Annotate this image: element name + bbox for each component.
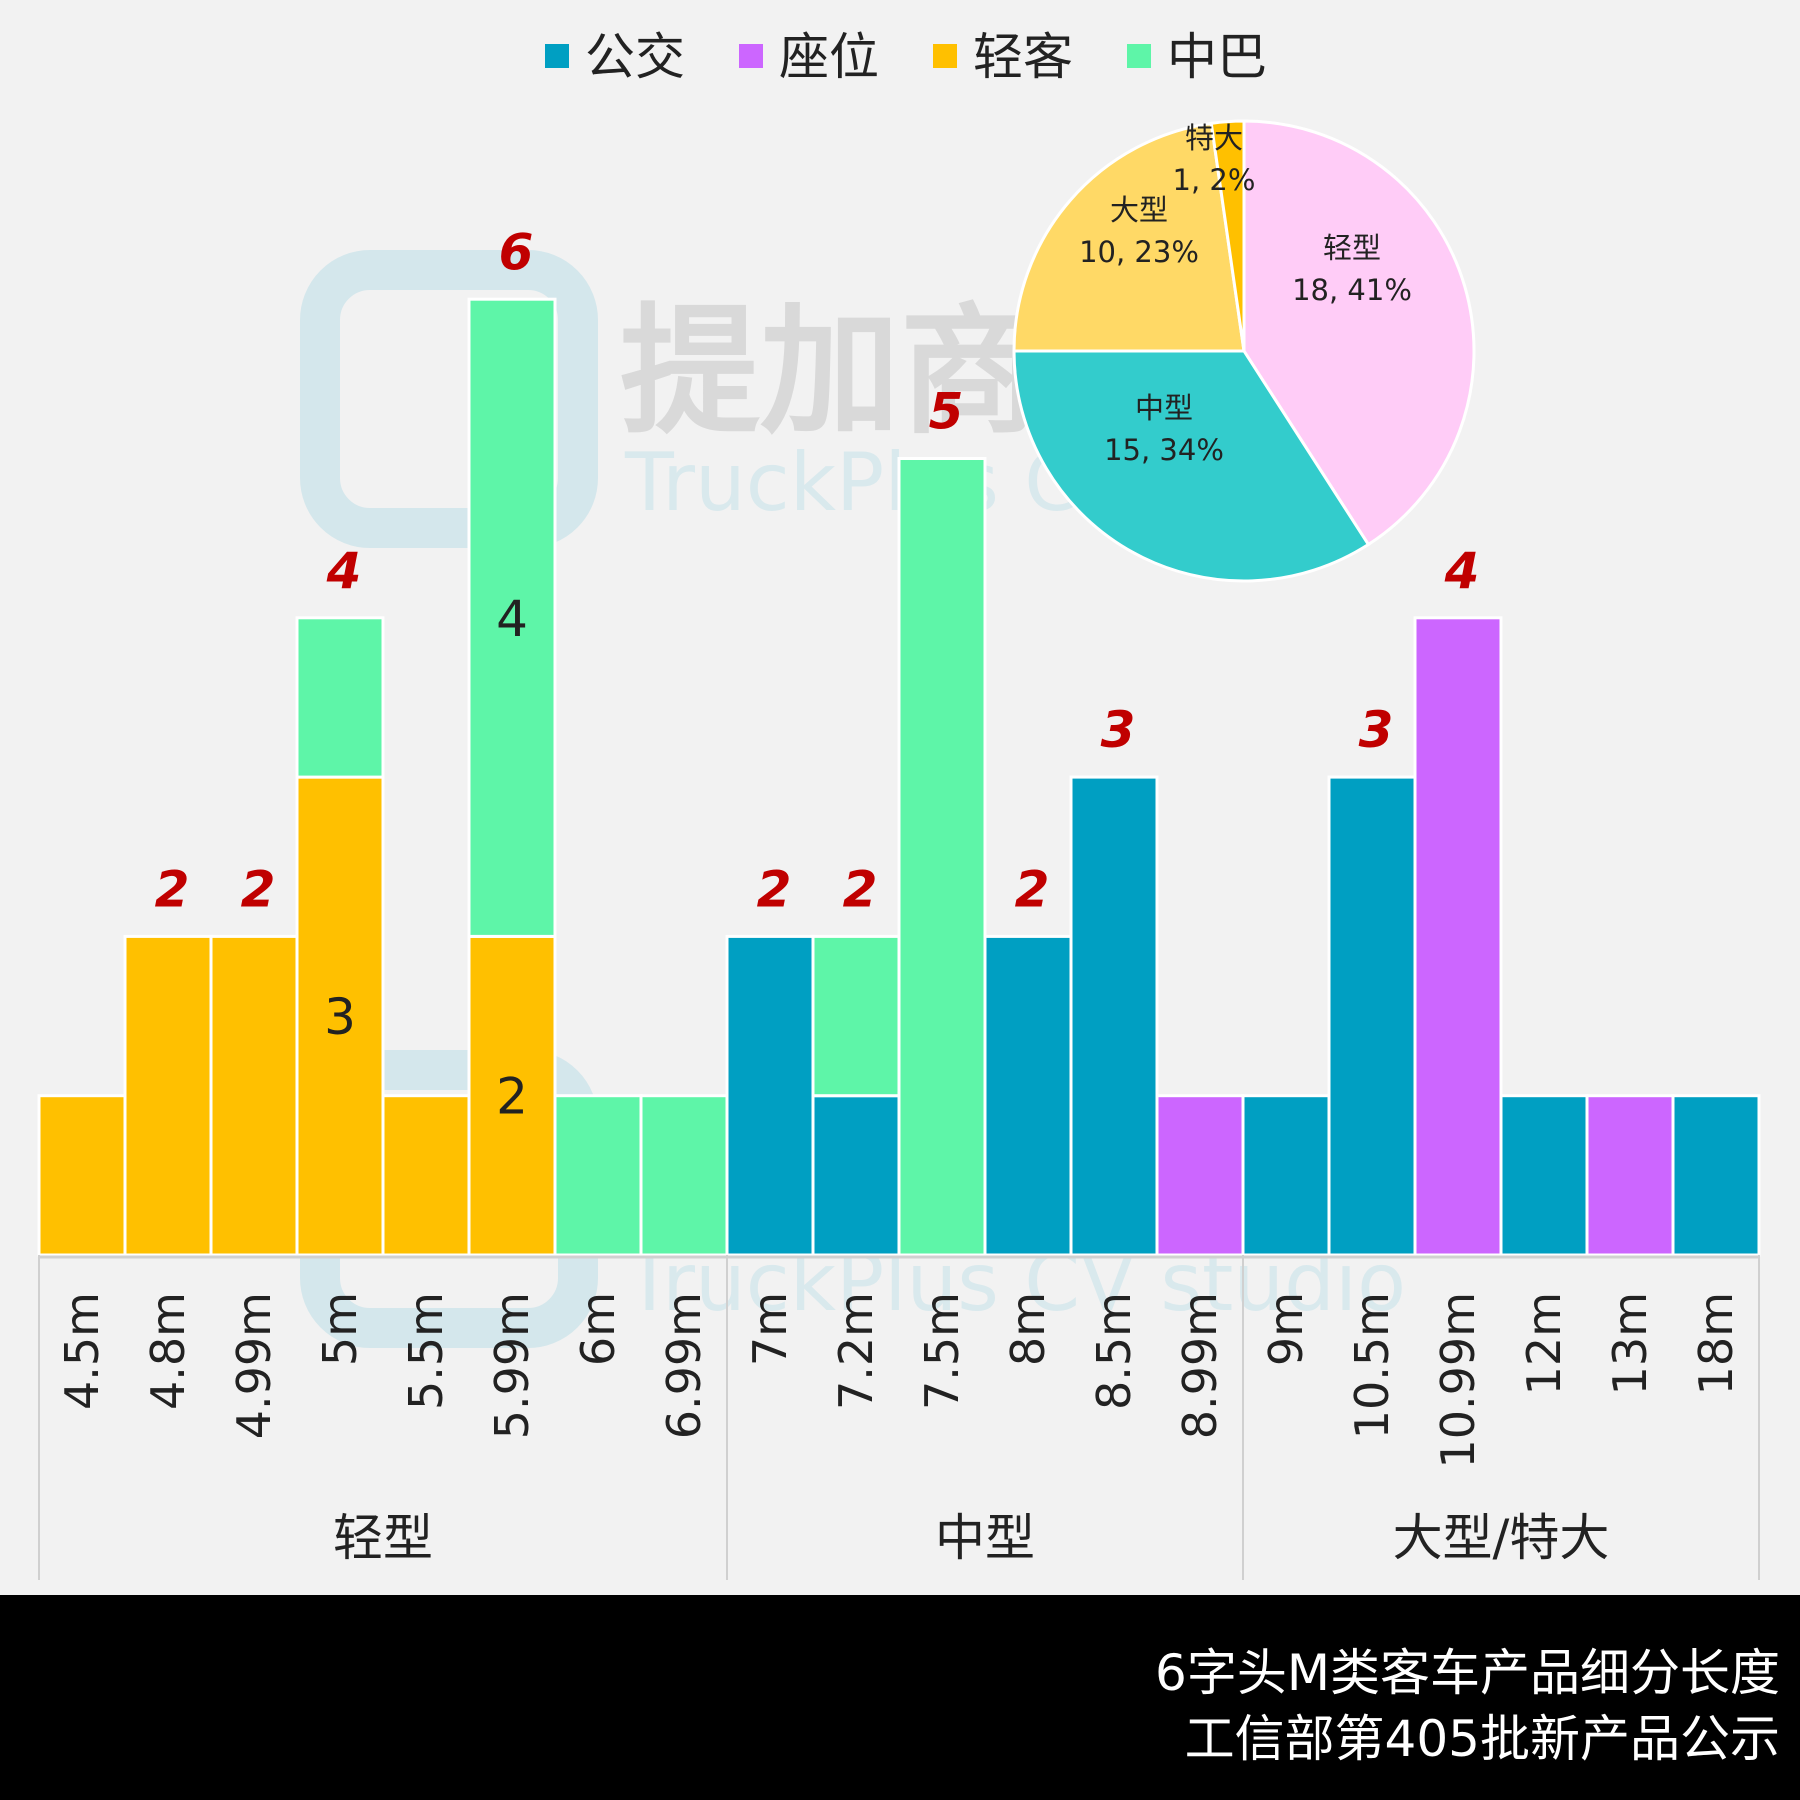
- bar-segment-4.8m-轻客: [123, 934, 213, 1257]
- legend-label: 座位: [779, 28, 879, 86]
- bar-segment-10.5m-公交: [1327, 775, 1417, 1257]
- group-label: 中型: [935, 1509, 1035, 1567]
- pie-slice-大型: [1012, 121, 1246, 353]
- x-tick-label: 4.99m: [227, 1292, 281, 1439]
- bar-segment-7.2m-公交: [811, 1094, 901, 1257]
- x-tick-label: 10.5m: [1345, 1292, 1399, 1439]
- footer-banner: 6字头M类客车产品细分长度 工信部第405批新产品公示: [0, 1595, 1800, 1800]
- chart-title: 6字头M类客车产品细分长度: [1155, 1644, 1780, 1702]
- pie-label-name: 轻型: [1323, 231, 1381, 265]
- x-tick-label: 5m: [313, 1292, 367, 1366]
- bar-segment-9m-公交: [1241, 1094, 1331, 1257]
- bar-segment-7m-公交: [725, 934, 815, 1257]
- bar-segment-7.2m-中巴: [811, 934, 901, 1098]
- segment-label: 2: [496, 1068, 528, 1126]
- pie-label-value: 10, 23%: [1079, 235, 1199, 269]
- pie-label-value: 15, 34%: [1104, 433, 1224, 467]
- x-tick-label: 10.99m: [1431, 1292, 1485, 1469]
- bar-segment-5m-轻客: [295, 775, 385, 1257]
- bar-segment-12m-公交: [1499, 1094, 1589, 1257]
- segment-label: 3: [324, 988, 356, 1046]
- total-label: 4: [326, 542, 362, 600]
- x-tick-label: 6m: [571, 1292, 625, 1366]
- x-tick-label: 7.2m: [829, 1292, 883, 1410]
- group-label: 大型/特大: [1393, 1509, 1610, 1567]
- x-tick-label: 7.5m: [915, 1292, 969, 1410]
- total-label: 3: [1359, 701, 1394, 759]
- total-label: 2: [843, 860, 878, 918]
- x-tick-label: 8.99m: [1173, 1292, 1227, 1439]
- legend-swatch-轻客: [933, 44, 957, 68]
- pie-slice-中型: [1012, 349, 1371, 583]
- pie-label-name: 特大: [1185, 121, 1243, 155]
- x-tick-label: 6.99m: [657, 1292, 711, 1439]
- pie-label-value: 1, 2%: [1173, 163, 1256, 197]
- total-label: 2: [241, 860, 276, 918]
- bar-segment-5.99m-中巴: [467, 297, 557, 938]
- x-tick-label: 5.5m: [399, 1292, 453, 1410]
- total-label: 5: [929, 383, 964, 441]
- x-tick-label: 12m: [1517, 1292, 1571, 1395]
- pie-label-name: 大型: [1110, 193, 1168, 227]
- legend-label: 公交: [585, 28, 685, 86]
- bar-segment-4.99m-轻客: [209, 934, 299, 1257]
- pie-label-value: 18, 41%: [1292, 273, 1412, 307]
- x-tick-label: 8m: [1001, 1292, 1055, 1366]
- total-label: 2: [155, 860, 190, 918]
- total-label: 2: [757, 860, 792, 918]
- bar-segment-6.99m-中巴: [639, 1094, 729, 1257]
- bar-segment-13m-座位: [1585, 1094, 1675, 1257]
- x-tick-label: 13m: [1603, 1292, 1657, 1395]
- total-label: 2: [1015, 860, 1050, 918]
- bar-segment-6m-中巴: [553, 1094, 643, 1257]
- total-label: 4: [1444, 542, 1480, 600]
- legend-swatch-中巴: [1127, 44, 1151, 68]
- pie-slice-特大: [1209, 119, 1246, 352]
- x-tick-label: 8.5m: [1087, 1292, 1141, 1410]
- bar-segment-8m-公交: [983, 934, 1073, 1257]
- total-label: 3: [1101, 701, 1136, 759]
- pie-label-name: 中型: [1135, 391, 1193, 425]
- total-label: 6: [499, 223, 534, 281]
- x-tick-label: 7m: [743, 1292, 797, 1366]
- legend-label: 轻客: [973, 28, 1073, 86]
- bar-segment-5m-中巴: [295, 616, 385, 779]
- x-tick-label: 9m: [1259, 1292, 1313, 1366]
- x-tick-label: 4.5m: [55, 1292, 109, 1410]
- chart-subtitle: 工信部第405批新产品公示: [1184, 1710, 1780, 1768]
- segment-label: 4: [496, 590, 528, 648]
- bar-segment-5.5m-轻客: [381, 1094, 471, 1257]
- bar-segment-4.5m-轻客: [37, 1094, 127, 1257]
- bar-segment-8.99m-座位: [1155, 1094, 1245, 1257]
- bar-segment-10.99m-座位: [1413, 616, 1503, 1257]
- legend-label: 中巴: [1167, 28, 1267, 86]
- group-label: 轻型: [333, 1509, 433, 1567]
- x-tick-label: 4.8m: [141, 1292, 195, 1410]
- legend-swatch-座位: [739, 44, 763, 68]
- bar-segment-7.5m-中巴: [897, 457, 987, 1257]
- bar-segment-8.5m-公交: [1069, 775, 1159, 1257]
- x-tick-label: 18m: [1689, 1292, 1743, 1395]
- x-tick-label: 5.99m: [485, 1292, 539, 1439]
- legend-swatch-公交: [545, 44, 569, 68]
- bar-segment-18m-公交: [1671, 1094, 1761, 1257]
- watermark-logo: [300, 250, 598, 548]
